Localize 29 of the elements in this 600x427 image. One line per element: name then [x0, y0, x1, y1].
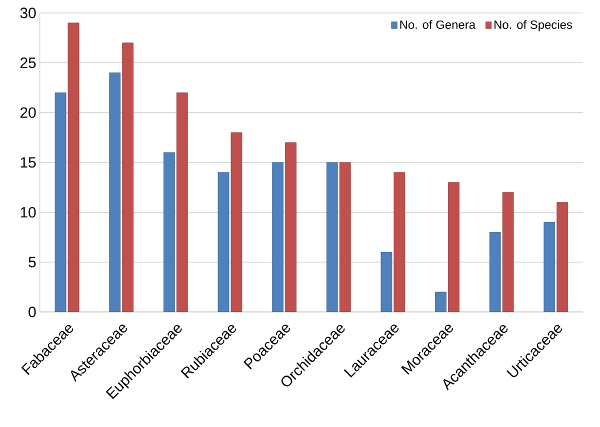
legend-label: No. of Genera — [400, 20, 476, 30]
y-tick-label: 10 — [20, 207, 36, 218]
bar — [272, 162, 284, 312]
y-tick-label: 30 — [20, 8, 36, 18]
bar — [544, 222, 556, 312]
bar — [230, 132, 242, 312]
bar — [448, 182, 460, 312]
bar — [435, 292, 446, 312]
bar — [176, 92, 188, 312]
bar — [326, 162, 338, 312]
y-tick-label: 15 — [20, 157, 36, 168]
bar — [489, 232, 501, 312]
bar — [339, 162, 351, 312]
bar — [109, 72, 121, 312]
bar — [164, 152, 175, 312]
bar — [122, 42, 134, 312]
bar — [285, 142, 296, 312]
bar — [68, 22, 80, 312]
bar — [218, 172, 230, 312]
bar — [502, 192, 514, 312]
bar — [394, 172, 406, 312]
y-tick-label: 5 — [28, 257, 36, 268]
y-tick-label: 25 — [20, 58, 36, 68]
bar — [556, 202, 568, 312]
legend-label: No. of Species — [494, 20, 572, 32]
bar — [54, 92, 66, 312]
bar — [380, 252, 392, 312]
y-tick-label: 0 — [28, 306, 36, 318]
y-tick-label: 20 — [20, 108, 36, 118]
